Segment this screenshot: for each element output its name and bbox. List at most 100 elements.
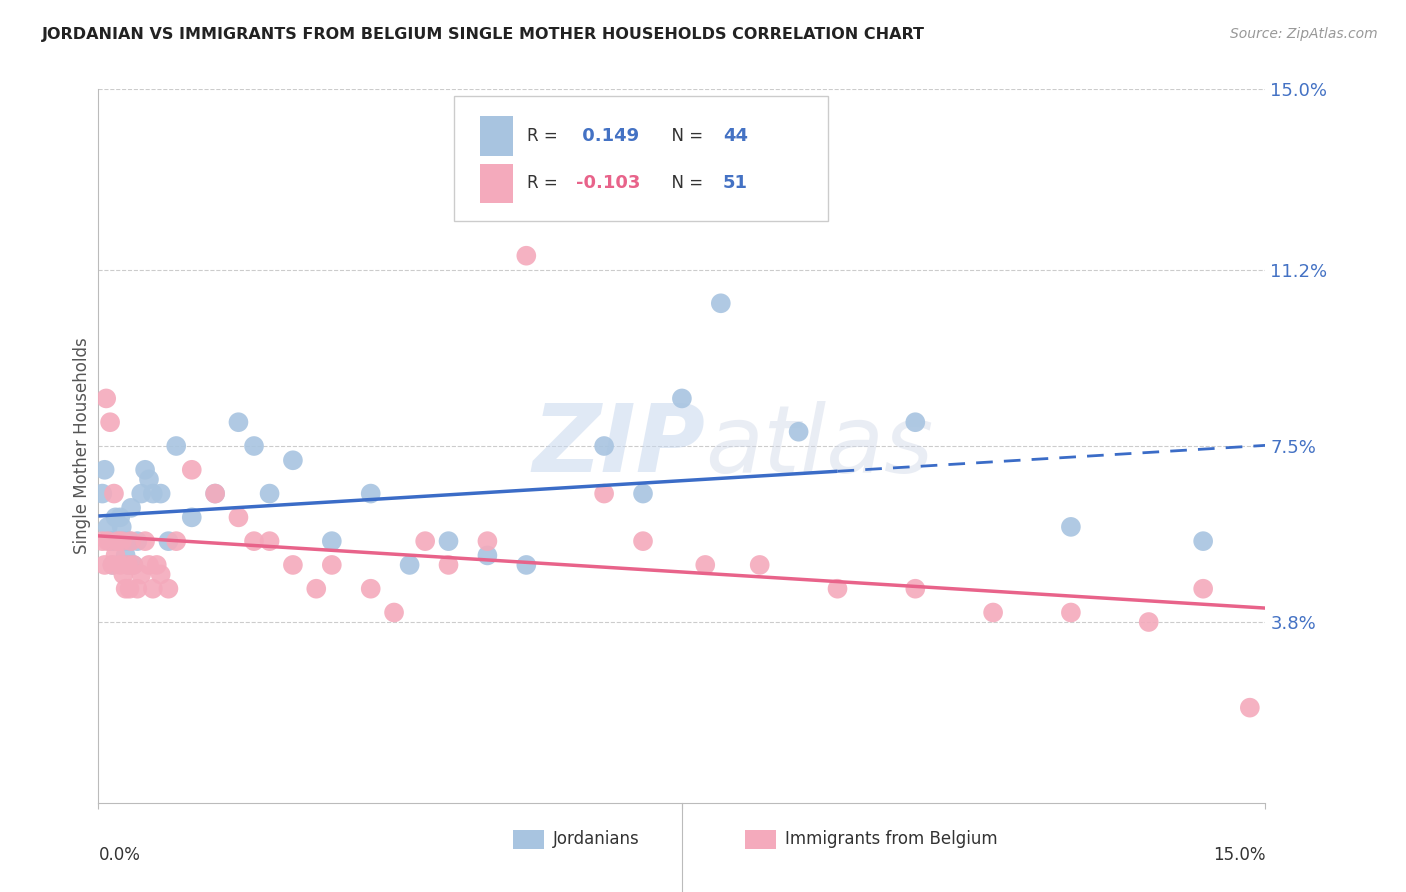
- Point: [97, 534, 120, 549]
- FancyBboxPatch shape: [454, 96, 828, 221]
- Point: [631, 486, 654, 500]
- Text: 15.0%: 15.0%: [1213, 846, 1265, 863]
- Point: [165, 439, 187, 453]
- Point: [180, 510, 202, 524]
- Point: [157, 582, 180, 596]
- Point: [1192, 582, 1215, 596]
- Text: R =: R =: [527, 175, 562, 193]
- Point: [108, 558, 131, 572]
- Point: [118, 582, 141, 596]
- Point: [787, 425, 810, 439]
- Point: [112, 534, 135, 549]
- Point: [96, 392, 118, 406]
- Point: [107, 534, 129, 549]
- Point: [1239, 700, 1261, 714]
- Point: [243, 534, 266, 549]
- Point: [360, 582, 382, 596]
- Point: [477, 534, 499, 549]
- Point: [165, 534, 187, 549]
- Point: [281, 453, 304, 467]
- Text: R =: R =: [527, 127, 562, 145]
- Point: [1137, 615, 1160, 629]
- Point: [127, 534, 149, 549]
- Point: [1060, 606, 1083, 620]
- Text: ZIP: ZIP: [533, 400, 706, 492]
- Text: -0.103: -0.103: [575, 175, 640, 193]
- Point: [104, 510, 127, 524]
- Point: [593, 486, 616, 500]
- Point: [259, 534, 281, 549]
- Text: JORDANIAN VS IMMIGRANTS FROM BELGIUM SINGLE MOTHER HOUSEHOLDS CORRELATION CHART: JORDANIAN VS IMMIGRANTS FROM BELGIUM SIN…: [42, 27, 925, 42]
- Point: [91, 486, 114, 500]
- Point: [120, 534, 142, 549]
- Point: [103, 534, 125, 549]
- Point: [398, 558, 420, 572]
- Point: [360, 486, 382, 500]
- Text: N =: N =: [661, 127, 709, 145]
- Point: [138, 472, 160, 486]
- FancyBboxPatch shape: [745, 830, 776, 849]
- Point: [228, 510, 250, 524]
- Point: [157, 534, 180, 549]
- Point: [117, 558, 139, 572]
- Point: [114, 582, 136, 596]
- Point: [748, 558, 770, 572]
- Point: [101, 558, 124, 572]
- Point: [142, 486, 165, 500]
- Point: [97, 520, 120, 534]
- Point: [134, 463, 156, 477]
- Point: [305, 582, 328, 596]
- Point: [117, 558, 139, 572]
- Point: [671, 392, 693, 406]
- Point: [149, 486, 172, 500]
- Point: [93, 463, 115, 477]
- Point: [142, 582, 165, 596]
- Text: 44: 44: [723, 127, 748, 145]
- Point: [103, 486, 125, 500]
- Point: [107, 534, 129, 549]
- Point: [437, 534, 460, 549]
- Point: [108, 510, 131, 524]
- Point: [129, 486, 152, 500]
- FancyBboxPatch shape: [479, 164, 513, 203]
- Point: [593, 439, 616, 453]
- Point: [204, 486, 226, 500]
- Point: [904, 415, 927, 429]
- Text: 51: 51: [723, 175, 748, 193]
- Point: [111, 520, 134, 534]
- Point: [321, 534, 343, 549]
- Text: Immigrants from Belgium: Immigrants from Belgium: [785, 830, 997, 848]
- Point: [981, 606, 1004, 620]
- Point: [477, 549, 499, 563]
- Point: [112, 567, 135, 582]
- Point: [180, 463, 202, 477]
- Point: [114, 549, 136, 563]
- Point: [127, 582, 149, 596]
- Point: [122, 558, 145, 572]
- Text: Jordanians: Jordanians: [553, 830, 640, 848]
- Point: [695, 558, 717, 572]
- Point: [827, 582, 849, 596]
- FancyBboxPatch shape: [513, 830, 544, 849]
- Point: [122, 558, 145, 572]
- Point: [146, 558, 169, 572]
- Point: [149, 567, 172, 582]
- Point: [118, 534, 141, 549]
- Text: Source: ZipAtlas.com: Source: ZipAtlas.com: [1230, 27, 1378, 41]
- Point: [904, 582, 927, 596]
- Point: [129, 567, 152, 582]
- Point: [1060, 520, 1083, 534]
- Point: [104, 549, 127, 563]
- Point: [437, 558, 460, 572]
- Point: [91, 534, 114, 549]
- Text: atlas: atlas: [706, 401, 934, 491]
- Point: [710, 296, 733, 310]
- Text: 0.149: 0.149: [575, 127, 638, 145]
- Point: [111, 534, 134, 549]
- Y-axis label: Single Mother Households: Single Mother Households: [73, 338, 91, 554]
- Point: [134, 534, 156, 549]
- Point: [98, 415, 121, 429]
- Point: [204, 486, 226, 500]
- Point: [631, 534, 654, 549]
- Point: [382, 606, 405, 620]
